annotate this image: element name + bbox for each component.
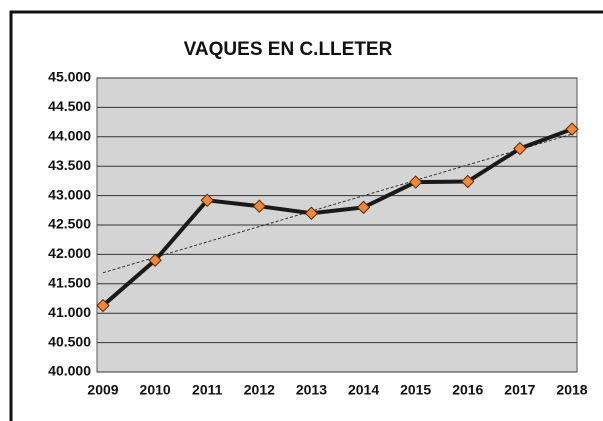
y-tick-label: 43.500	[48, 157, 91, 173]
y-tick-label: 44.500	[48, 98, 91, 114]
y-tick-label: 40.000	[48, 363, 91, 379]
x-tick-label: 2010	[140, 382, 171, 398]
y-tick-label: 41.500	[48, 275, 91, 291]
x-tick-label: 2012	[244, 382, 275, 398]
marker	[513, 141, 527, 156]
marker	[148, 253, 162, 267]
x-tick-label: 2016	[452, 382, 483, 398]
x-tick-label: 2014	[348, 382, 379, 398]
frame	[9, 10, 603, 421]
x-tick-label: 2013	[296, 382, 327, 398]
x-tick-label: 2011	[192, 382, 223, 398]
x-tick-label: 2015	[400, 382, 431, 398]
marker	[96, 298, 110, 313]
y-tick-label: 42.000	[48, 245, 91, 261]
marker	[200, 193, 214, 208]
x-tick-label: 2017	[504, 382, 535, 398]
y-tick-label: 45.000	[48, 69, 91, 85]
marker	[461, 174, 475, 189]
chart-title: VAQUES EN C.LLETER	[184, 39, 393, 60]
y-tick-label: 41.000	[48, 304, 91, 320]
y-tick-label: 43.000	[48, 186, 91, 202]
y-tick-label: 42.500	[48, 216, 91, 232]
data-line	[101, 127, 573, 308]
trend-line	[102, 133, 573, 274]
marker	[356, 200, 371, 215]
marker	[408, 175, 423, 189]
marker	[304, 206, 319, 220]
y-tick-label: 44.000	[48, 128, 91, 144]
x-tick-label: 2009	[87, 382, 118, 398]
y-tick-label: 40.500	[48, 333, 91, 349]
marker	[565, 122, 579, 136]
marker	[252, 199, 267, 213]
x-tick-label: 2018	[556, 382, 587, 398]
